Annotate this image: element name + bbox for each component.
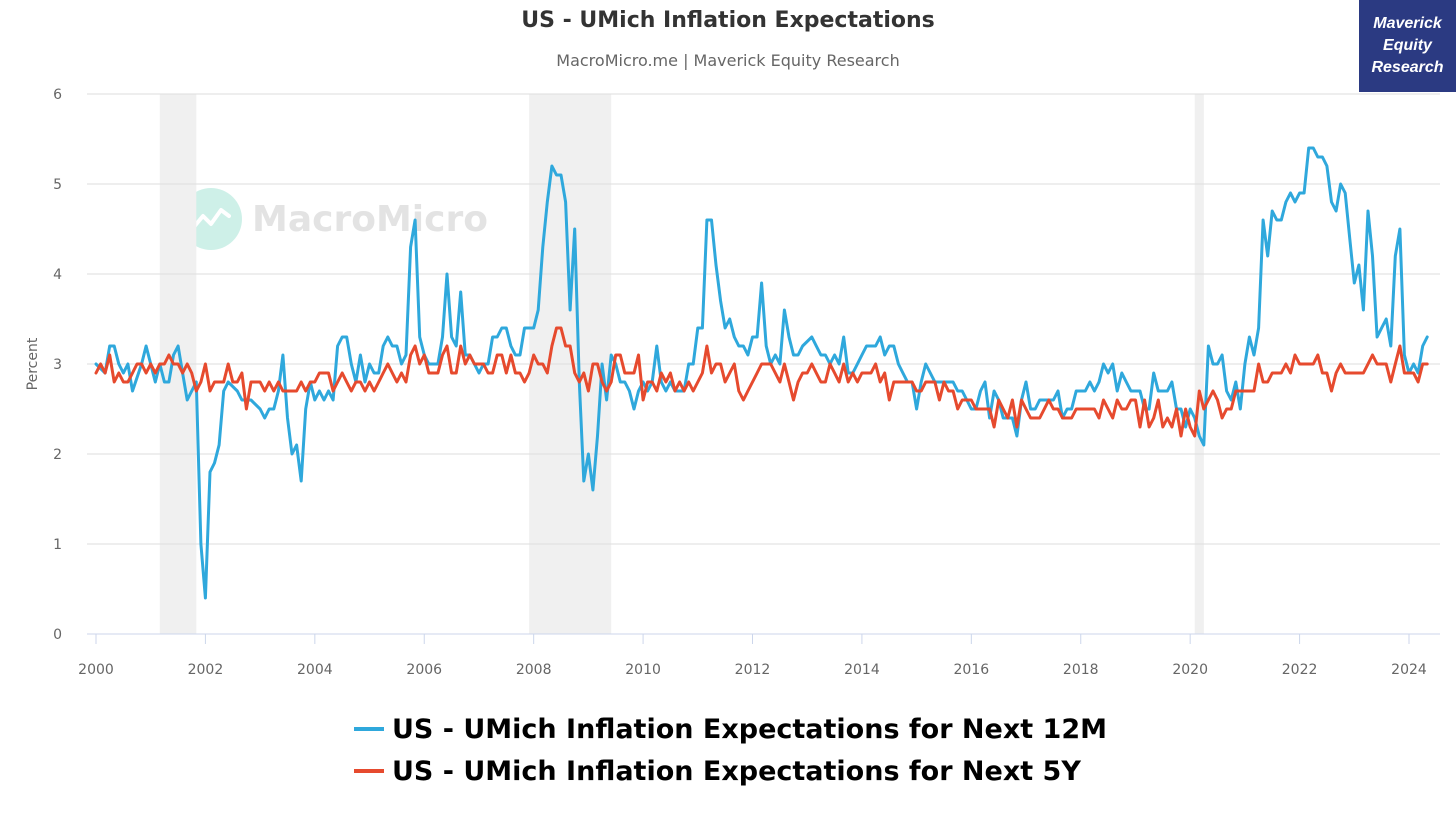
chart-subtitle: MacroMicro.me | Maverick Equity Research	[556, 51, 900, 70]
y-tick-label: 1	[53, 537, 62, 553]
y-tick-label: 2	[53, 447, 62, 463]
maverick-logo-badge: Maverick Equity Research	[1359, 0, 1456, 92]
x-tick-label: 2002	[188, 662, 224, 678]
x-tick-label: 2012	[735, 662, 771, 678]
x-tick-label: 2000	[78, 662, 114, 678]
y-tick-label: 6	[53, 87, 62, 103]
y-axis-label: Percent	[25, 337, 41, 390]
line-chart: 0 1 2 3 4 5 6 2000 2002 2004 2006 2008 2010 2012 2014…	[25, 87, 1440, 678]
y-axis: 0 1 2 3 4 5 6	[53, 87, 62, 643]
legend-item-5y[interactable]: US - UMich Inflation Expectations for Ne…	[354, 750, 1107, 792]
badge-line-2: Equity	[1383, 37, 1432, 54]
x-axis: 2000 2002 2004 2006 2008 2010 2012 2014 2016 2018…	[78, 633, 1440, 678]
legend-swatch-5y	[354, 769, 384, 773]
legend-label-5y: US - UMich Inflation Expectations for Ne…	[392, 755, 1081, 787]
x-tick-label: 2006	[406, 662, 442, 678]
y-tick-label: 4	[53, 267, 62, 283]
badge-line-3: Research	[1371, 59, 1444, 76]
series-line-5y	[94, 326, 1429, 438]
y-tick-label: 5	[53, 177, 62, 193]
chart-legend: US - UMich Inflation Expectations for Ne…	[354, 708, 1107, 792]
badge-line-1: Maverick	[1373, 15, 1442, 32]
x-tick-label: 2020	[1172, 662, 1208, 678]
x-tick-label: 2016	[954, 662, 990, 678]
series-line-12m	[94, 146, 1429, 600]
x-tick-label: 2022	[1282, 662, 1318, 678]
x-tick-label: 2004	[297, 662, 333, 678]
x-tick-label: 2008	[516, 662, 552, 678]
watermark-text: MacroMicro	[252, 198, 488, 240]
x-tick-label: 2014	[844, 662, 880, 678]
series-lines	[94, 146, 1429, 600]
legend-label-12m: US - UMich Inflation Expectations for Ne…	[392, 713, 1107, 745]
y-tick-label: 0	[53, 627, 62, 643]
legend-item-12m[interactable]: US - UMich Inflation Expectations for Ne…	[354, 708, 1107, 750]
x-tick-label: 2018	[1063, 662, 1099, 678]
x-tick-label: 2010	[625, 662, 661, 678]
y-tick-label: 3	[53, 357, 62, 373]
legend-swatch-12m	[354, 727, 384, 731]
chart-title: US - UMich Inflation Expectations	[521, 8, 935, 33]
x-tick-label: 2024	[1391, 662, 1427, 678]
